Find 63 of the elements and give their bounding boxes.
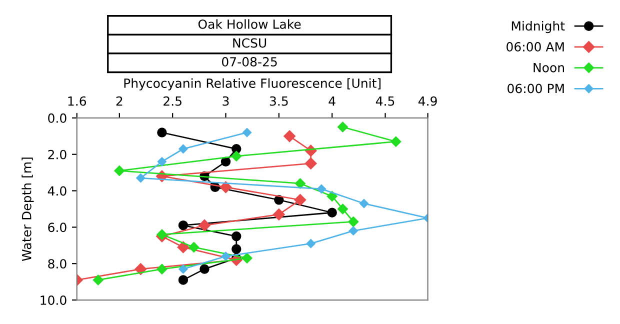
point (242, 252, 252, 264)
point (177, 241, 190, 254)
point (178, 220, 188, 230)
point (220, 156, 231, 166)
x-tick-label: 3 (222, 96, 229, 106)
point (178, 275, 188, 285)
point (188, 242, 200, 252)
point (156, 264, 168, 274)
x-tick-label: 4.5 (376, 96, 394, 106)
x-tick-label: 2 (116, 96, 122, 106)
point (294, 178, 306, 189)
legend-label: 06:00 AM (506, 42, 564, 52)
point (316, 184, 326, 194)
point (220, 181, 232, 194)
point (134, 263, 147, 275)
x-tick-label: 1.6 (68, 96, 86, 106)
y-tick-label: 2.0 (48, 150, 66, 160)
text: 07-08-25 (222, 57, 277, 66)
point (136, 174, 146, 183)
point (200, 264, 210, 274)
legend-label: Noon (534, 63, 564, 72)
point (306, 239, 316, 248)
point (231, 150, 242, 162)
point (156, 229, 168, 240)
x-tick-label: 4 (328, 96, 336, 106)
point (359, 198, 369, 208)
point (327, 208, 337, 218)
x-tick-label: 4.9 (418, 96, 437, 106)
legend-label: 06:00 PM (508, 84, 564, 94)
point (273, 208, 285, 220)
point (304, 158, 317, 170)
point (284, 130, 296, 142)
y-tick-label: 8.0 (48, 259, 66, 269)
y-tick-label: 4.0 (48, 186, 66, 196)
y-tick-label: 10.0 (40, 295, 66, 305)
point (157, 128, 167, 138)
y-tick-label: 6.0 (48, 222, 66, 232)
point (92, 274, 104, 286)
legend-label: Midnight (512, 20, 565, 34)
point (178, 144, 188, 154)
point (114, 166, 125, 176)
point (221, 252, 230, 261)
y-tick-label: 0.0 (48, 113, 66, 123)
x-tick-label: 2.5 (164, 96, 182, 106)
point (232, 144, 242, 154)
point (338, 204, 348, 214)
point (178, 264, 188, 274)
point (348, 216, 359, 227)
point (326, 191, 338, 202)
point (348, 226, 358, 236)
point (157, 157, 166, 166)
point (390, 136, 402, 147)
x-tick-label: 3.5 (270, 96, 288, 106)
point (242, 128, 252, 138)
point (232, 244, 242, 254)
y-axis-title: Water Depth [m] (22, 158, 34, 262)
point (198, 219, 210, 232)
x-axis-title: Phycocyanin Relative Fluorescence [Unit] (124, 78, 381, 90)
chart-title: Oak Hollow Lake (198, 19, 301, 29)
point (232, 231, 242, 242)
point (338, 122, 348, 132)
point (294, 194, 306, 206)
chart-subtitle: NCSU (233, 38, 266, 48)
